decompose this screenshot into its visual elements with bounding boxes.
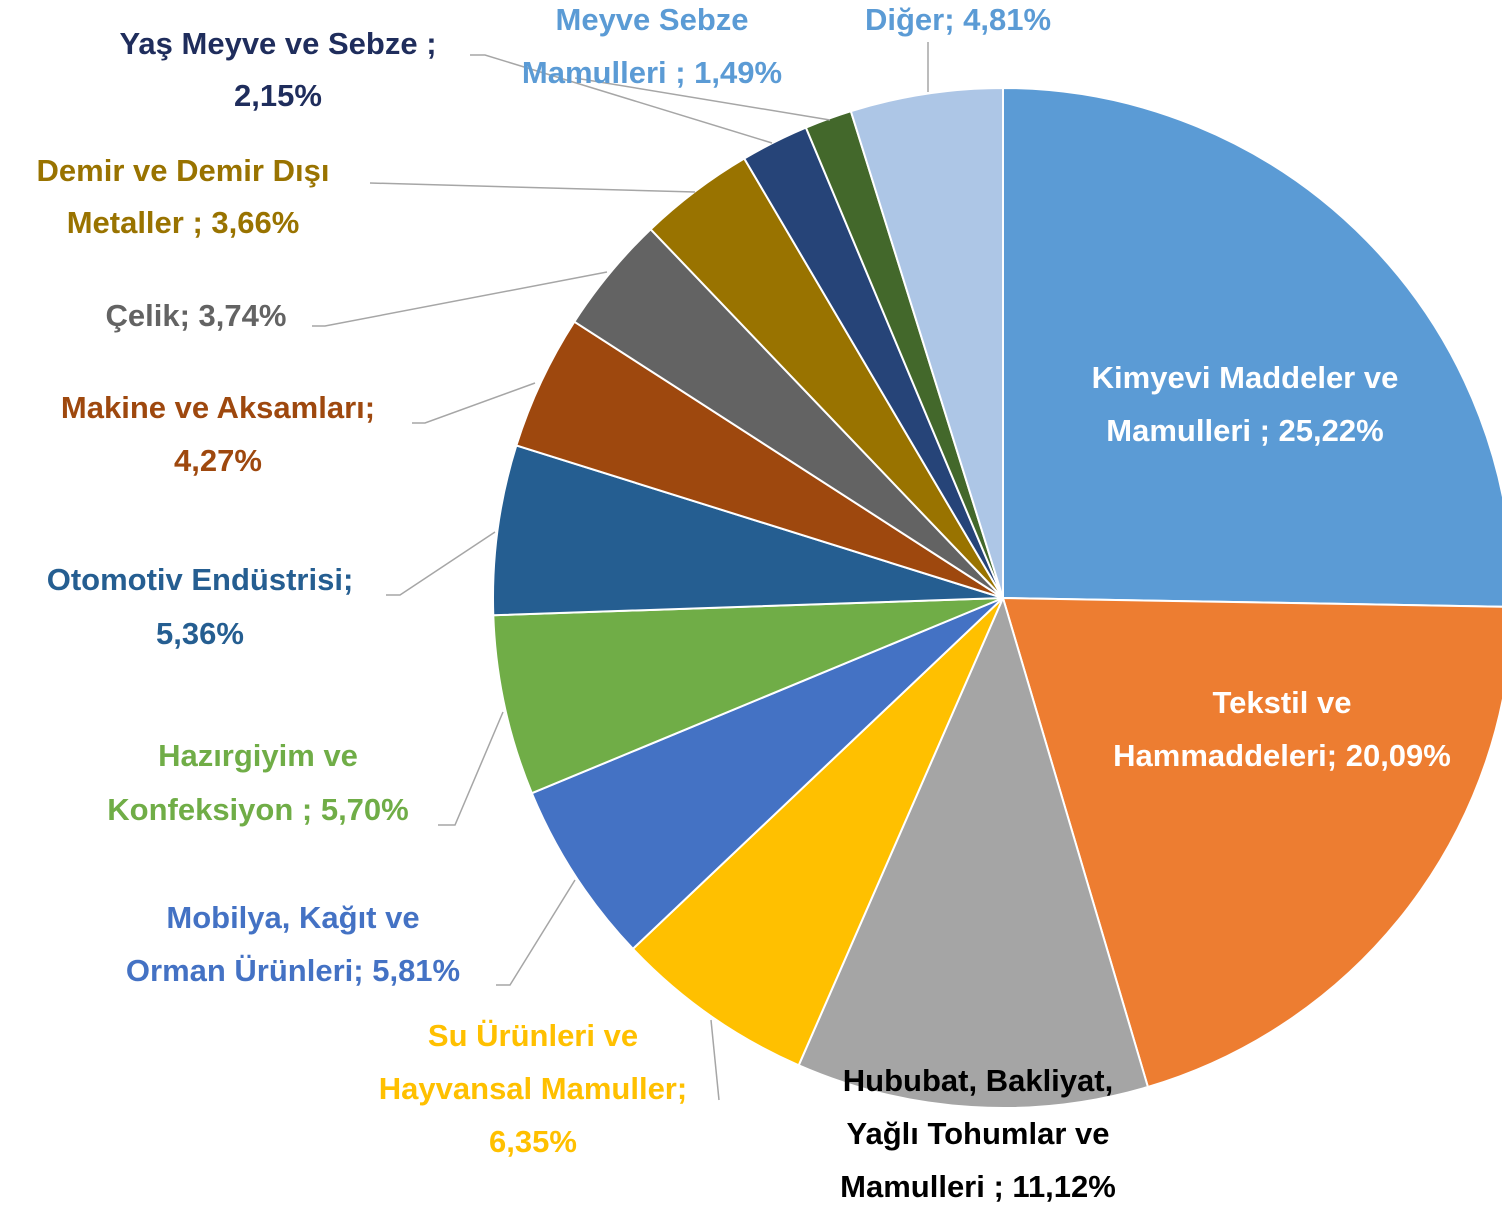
data-label-line: Hayvansal Mamuller; <box>379 1071 687 1106</box>
data-label-line: Orman Ürünleri; 5,81% <box>126 953 460 988</box>
data-label-line: Mamulleri ; 25,22% <box>1106 413 1383 448</box>
data-label: Su Ürünleri ve Hayvansal Mamuller; 6,35% <box>379 1018 687 1159</box>
data-label-line: 6,35% <box>489 1124 577 1159</box>
data-label-line: Mamulleri ; 11,12% <box>840 1169 1116 1204</box>
data-label: Mobilya, Kağıt ve Orman Ürünleri; 5,81% <box>126 900 460 988</box>
pie-slice <box>1001 596 1502 1089</box>
data-label: Kimyevi Maddeler ve Mamulleri ; 25,22% <box>1092 360 1399 448</box>
data-label-line: Mobilya, Kağıt ve <box>166 900 419 935</box>
leader-line <box>710 1019 720 1101</box>
data-label-line: Otomotiv Endüstrisi; <box>47 562 354 597</box>
data-label: Meyve Sebze Mamulleri ; 1,49% <box>522 2 782 90</box>
data-label: Makine ve Aksamları; 4,27% <box>61 390 375 478</box>
data-label-line: Mamulleri ; 1,49% <box>522 55 782 90</box>
data-label-line: Diğer; 4,81% <box>865 2 1051 37</box>
leader-line <box>496 879 576 986</box>
data-label-line: Hammaddeleri; 20,09% <box>1113 738 1451 773</box>
data-label-line: 2,15% <box>234 78 322 113</box>
leader-line <box>574 77 831 121</box>
pie-slice <box>1002 86 1502 608</box>
data-label-line: Çelik; 3,74% <box>106 298 287 333</box>
data-label: Hazırgiyim ve Konfeksiyon ; 5,70% <box>107 738 408 827</box>
leader-line <box>312 271 608 327</box>
pie-slice <box>491 444 1004 617</box>
data-label-line: Demir ve Demir Dışı <box>37 153 330 188</box>
data-label-line: Konfeksiyon ; 5,70% <box>107 792 408 827</box>
leader-line <box>386 531 496 596</box>
leader-line <box>412 382 536 424</box>
pie-slice <box>631 597 1004 1067</box>
pie-slice <box>530 597 1004 951</box>
data-label-line: Su Ürünleri ve <box>428 1018 638 1053</box>
data-label: Otomotiv Endüstrisi; 5,36% <box>47 562 354 651</box>
data-label: Yaş Meyve ve Sebze ; 2,15% <box>119 26 436 113</box>
data-label: Hububat, Bakliyat, Yağlı Tohumlar ve Mamul… <box>840 1063 1116 1204</box>
pie-slice <box>849 86 1004 599</box>
data-label-line: Kimyevi Maddeler ve <box>1092 360 1399 395</box>
data-label: Demir ve Demir Dışı Metaller ; 3,66% <box>37 153 330 240</box>
data-label-line: Tekstil ve <box>1212 685 1351 720</box>
data-label: Çelik; 3,74% <box>106 298 287 333</box>
pie-slice <box>492 597 1004 795</box>
data-label: Tekstil ve Hammaddeleri; 20,09% <box>1113 685 1451 773</box>
data-label-line: 5,36% <box>156 616 244 651</box>
data-label-line: Yağlı Tohumlar ve <box>846 1116 1109 1151</box>
data-label-line: 4,27% <box>174 443 262 478</box>
leader-line <box>438 711 504 826</box>
data-label: Diğer; 4,81% <box>865 2 1051 37</box>
data-label-line: Hububat, Bakliyat, <box>843 1063 1113 1098</box>
data-label-line: Yaş Meyve ve Sebze ; <box>119 26 436 61</box>
pie-slice <box>797 595 1150 1109</box>
data-label-line: Hazırgiyim ve <box>158 738 358 773</box>
data-label-line: Meyve Sebze <box>556 2 749 37</box>
data-label-line: Metaller ; 3,66% <box>67 205 300 240</box>
leader-line <box>470 54 773 144</box>
data-label-line: Makine ve Aksamları; <box>61 390 375 425</box>
leader-line <box>369 182 696 193</box>
